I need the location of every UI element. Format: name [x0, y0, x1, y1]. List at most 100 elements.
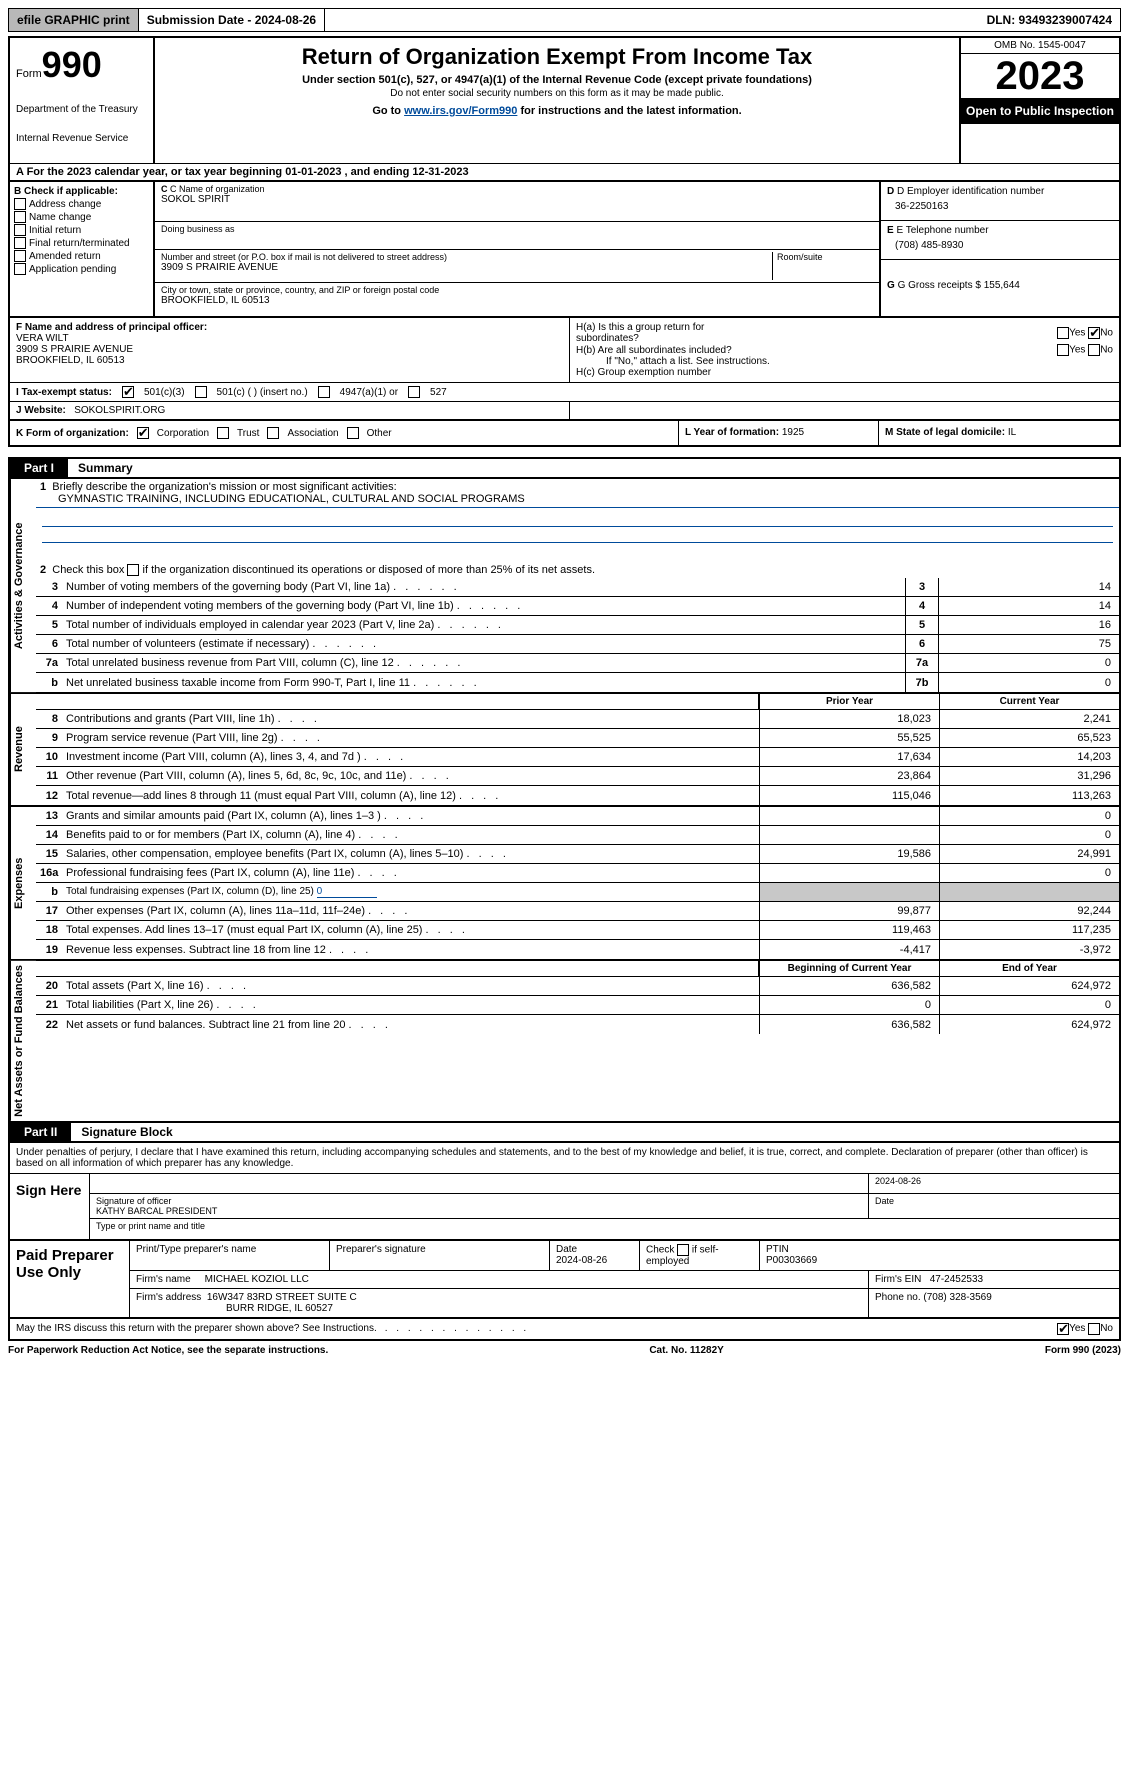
preparer-self-employed: Check if self-employed — [640, 1241, 760, 1270]
telephone-value: (708) 485-8930 — [887, 236, 1113, 255]
line-description: Number of independent voting members of … — [62, 598, 905, 614]
ptin-value: P00303669 — [766, 1255, 817, 1266]
revenue-header-row: Prior Year Current Year — [36, 694, 1119, 710]
line-current — [939, 883, 1119, 901]
checkbox-trust[interactable] — [217, 427, 229, 439]
line-prior — [759, 807, 939, 825]
firm-addr-1: 16W347 83RD STREET SUITE C — [207, 1292, 357, 1303]
checkbox-other[interactable] — [347, 427, 359, 439]
checkbox-name-change[interactable] — [14, 211, 26, 223]
dln-number: DLN: 93493239007424 — [979, 10, 1120, 30]
checkbox-discuss-yes[interactable] — [1057, 1323, 1069, 1335]
checkbox-final-return[interactable] — [14, 237, 26, 249]
checkbox-corporation[interactable] — [137, 427, 149, 439]
page-footer: For Paperwork Reduction Act Notice, see … — [8, 1341, 1121, 1360]
checkbox-501c3[interactable] — [122, 386, 134, 398]
lbl-discuss-no: No — [1100, 1323, 1113, 1334]
checkbox-ha-yes[interactable] — [1057, 327, 1069, 339]
checkbox-association[interactable] — [267, 427, 279, 439]
form-subtitle-1: Under section 501(c), 527, or 4947(a)(1)… — [161, 74, 953, 86]
part-1-header: Part I Summary — [8, 457, 1121, 479]
irs-discuss-row: May the IRS discuss this return with the… — [8, 1319, 1121, 1341]
paperwork-notice: For Paperwork Reduction Act Notice, see … — [8, 1345, 328, 1356]
table-row: 19 Revenue less expenses. Subtract line … — [36, 940, 1119, 959]
line-description: Investment income (Part VIII, column (A)… — [62, 749, 759, 765]
sign-date-value: 2024-08-26 — [869, 1174, 1119, 1193]
hc-label: H(c) Group exemption number — [576, 367, 1113, 378]
line-description: Salaries, other compensation, employee b… — [62, 846, 759, 862]
line-prior: 0 — [759, 996, 939, 1014]
telephone-label: E E Telephone number — [887, 225, 1113, 236]
checkbox-hb-yes[interactable] — [1057, 344, 1069, 356]
col-current-year: Current Year — [939, 694, 1119, 709]
form-footer: Form 990 (2023) — [1045, 1345, 1121, 1356]
type-print-label: Type or print name and title — [90, 1219, 1119, 1239]
checkbox-hb-no[interactable] — [1088, 344, 1100, 356]
open-to-public: Open to Public Inspection — [961, 98, 1119, 124]
part-1-tab: Part I — [10, 459, 68, 477]
department-treasury: Department of the Treasury — [16, 104, 147, 115]
checkbox-4947[interactable] — [318, 386, 330, 398]
line-description: Number of voting members of the governin… — [62, 579, 905, 595]
org-name: SOKOL SPIRIT — [161, 194, 873, 205]
checkbox-initial-return[interactable] — [14, 224, 26, 236]
street-address: 3909 S PRAIRIE AVENUE — [161, 262, 768, 273]
line-value: 75 — [939, 635, 1119, 653]
table-row: 17 Other expenses (Part IX, column (A), … — [36, 902, 1119, 921]
line-current: 624,972 — [939, 977, 1119, 995]
checkbox-self-employed[interactable] — [677, 1244, 689, 1256]
lbl-name-change: Name change — [29, 212, 91, 223]
checkbox-address-change[interactable] — [14, 198, 26, 210]
checkbox-501c[interactable] — [195, 386, 207, 398]
ein-label: D D Employer identification number — [887, 186, 1113, 197]
line-description: Other expenses (Part IX, column (A), lin… — [62, 903, 759, 919]
line-description: Total unrelated business revenue from Pa… — [62, 655, 905, 671]
line-prior — [759, 864, 939, 882]
checkbox-527[interactable] — [408, 386, 420, 398]
dba-label: Doing business as — [161, 224, 873, 234]
line-number: 19 — [36, 942, 62, 958]
checkbox-ha-no[interactable] — [1088, 327, 1100, 339]
summary-expenses: Expenses 13 Grants and similar amounts p… — [8, 807, 1121, 961]
table-row: 5 Total number of individuals employed i… — [36, 616, 1119, 635]
table-row: 20 Total assets (Part X, line 16) . . . … — [36, 977, 1119, 996]
city-label: City or town, state or province, country… — [161, 285, 873, 295]
phone-value: (708) 328-3569 — [923, 1292, 991, 1303]
form-id-block: Form990 Department of the Treasury Inter… — [10, 38, 155, 163]
checkbox-discontinued[interactable] — [127, 564, 139, 576]
sign-here-label: Sign Here — [10, 1174, 90, 1239]
line-number: 11 — [36, 768, 62, 784]
preparer-date-value: 2024-08-26 — [556, 1255, 607, 1266]
line-description: Total expenses. Add lines 13–17 (must eq… — [62, 922, 759, 938]
side-label-revenue: Revenue — [10, 694, 36, 805]
line-number: 4 — [36, 598, 62, 614]
line-prior: 115,046 — [759, 786, 939, 805]
officer-addr1: 3909 S PRAIRIE AVENUE — [16, 344, 563, 355]
line-description: Net unrelated business taxable income fr… — [62, 675, 905, 691]
gross-receipts-label: G Gross receipts $ — [898, 280, 981, 291]
part-1-title: Summary — [68, 459, 143, 477]
line-number: 17 — [36, 903, 62, 919]
table-row: 8 Contributions and grants (Part VIII, l… — [36, 710, 1119, 729]
line-box: 6 — [905, 635, 939, 653]
section-f-officer: F Name and address of principal officer:… — [10, 318, 570, 382]
year-formation-value: 1925 — [782, 427, 804, 438]
form-year-block: OMB No. 1545-0047 2023 Open to Public In… — [959, 38, 1119, 163]
line-number: 21 — [36, 997, 62, 1013]
side-label-governance: Activities & Governance — [10, 479, 36, 692]
firm-name-label: Firm's name — [136, 1274, 191, 1285]
legal-domicile-label: M State of legal domicile: — [885, 427, 1005, 438]
lbl-no-2: No — [1100, 345, 1113, 356]
line-description: Other revenue (Part VIII, column (A), li… — [62, 768, 759, 784]
net-assets-header-row: Beginning of Current Year End of Year — [36, 961, 1119, 977]
line-description: Net assets or fund balances. Subtract li… — [62, 1017, 759, 1033]
lbl-corporation: Corporation — [157, 428, 209, 439]
irs-form990-link[interactable]: www.irs.gov/Form990 — [404, 105, 517, 117]
form-title: Return of Organization Exempt From Incom… — [161, 44, 953, 70]
checkbox-application-pending[interactable] — [14, 263, 26, 275]
line-prior — [759, 826, 939, 844]
checkbox-amended-return[interactable] — [14, 250, 26, 262]
line-current: 2,241 — [939, 710, 1119, 728]
checkbox-discuss-no[interactable] — [1088, 1323, 1100, 1335]
officer-name: VERA WILT — [16, 333, 563, 344]
